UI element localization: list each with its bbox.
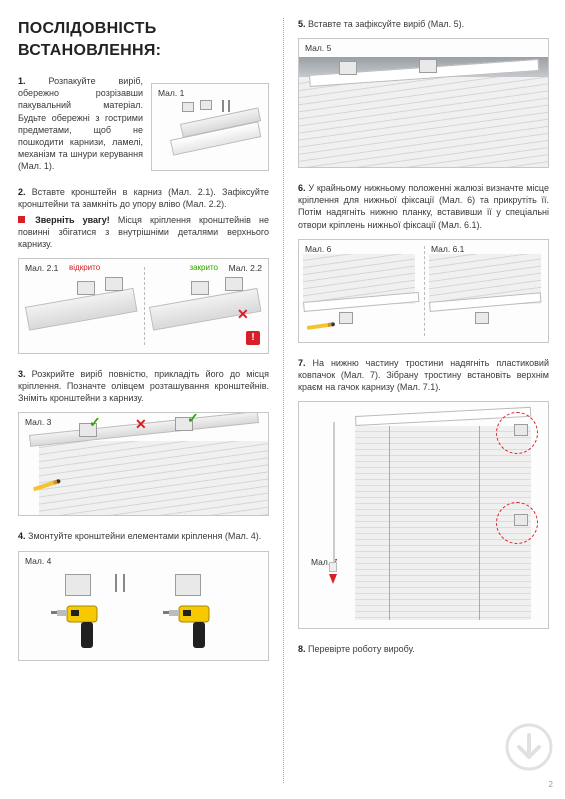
figure-6: Мал. 6 Мал. 6.1 [298,239,549,343]
check-mark-icon: ✓ [89,413,101,432]
x-mark-icon: ✕ [237,305,249,324]
step-2-number: 2. [18,187,26,197]
step-2: 2. Вставте кронштейн в карниз (Мал. 2.1)… [18,186,269,354]
warning-icon [18,216,25,223]
step-7: 7. На нижню частину тростини надягніть п… [298,357,549,629]
step-8: 8. Перевірте роботу виробу. [298,643,549,655]
step-4-number: 4. [18,531,26,541]
step-1: 1. Розпакуйте виріб, обережно розрізавши… [18,75,269,172]
figure-4: Мал. 4 [18,551,269,661]
step-6: 6. У крайньому нижньому положенні жалюзі… [298,182,549,343]
step-1-text: Розпакуйте виріб, обережно розрізавши па… [18,76,143,171]
step-6-number: 6. [298,183,306,193]
step-4: 4. Змонтуйте кронштейни елементами кріпл… [18,530,269,660]
tassel-icon [329,574,337,584]
figure-3: Мал. 3 ✕ ✓ ✓ [18,412,269,516]
drill-icon [159,600,219,656]
step-4-text: Змонтуйте кронштейни елементами кріпленн… [28,531,261,541]
step-6-text: У крайньому нижньому положенні жалюзі ви… [298,183,549,229]
drill-icon [47,600,107,656]
figure-1: Мал. 1 [151,83,269,171]
figure-5: Мал. 5 [298,38,549,168]
figure-2: Мал. 2.1 Мал. 2.2 відкрито закрито ✕ ! [18,258,269,354]
page-heading: ПОСЛІДОВНІСТЬ ВСТАНОВЛЕННЯ: [18,18,269,61]
step-3-text: Розкрийте виріб повністю, прикладіть йог… [18,369,269,403]
step-5-text: Вставте та зафіксуйте виріб (Мал. 5). [308,19,464,29]
step-1-number: 1. [18,76,26,86]
pencil-icon [307,322,335,330]
page-number: 2 [549,780,553,791]
step-2-text: Вставте кронштейн в карниз (Мал. 2.1). З… [18,187,269,209]
warning-badge: ! [246,331,260,345]
step-5-number: 5. [298,19,306,29]
step-7-number: 7. [298,358,306,368]
step-8-text: Перевірте роботу виробу. [308,644,415,654]
step-3-number: 3. [18,369,26,379]
step-5: 5. Вставте та зафіксуйте виріб (Мал. 5).… [298,18,549,168]
step-3: 3. Розкрийте виріб повністю, прикладіть … [18,368,269,516]
figure-7: Мал. 7 Мал. 7.1 [298,401,549,629]
check-mark-icon: ✓ [187,413,199,428]
x-mark-icon: ✕ [135,415,147,434]
step-7-text: На нижню частину тростини надягніть плас… [298,358,549,392]
step-2-warn-prefix: Зверніть увагу! [35,215,110,225]
step-8-number: 8. [298,644,306,654]
